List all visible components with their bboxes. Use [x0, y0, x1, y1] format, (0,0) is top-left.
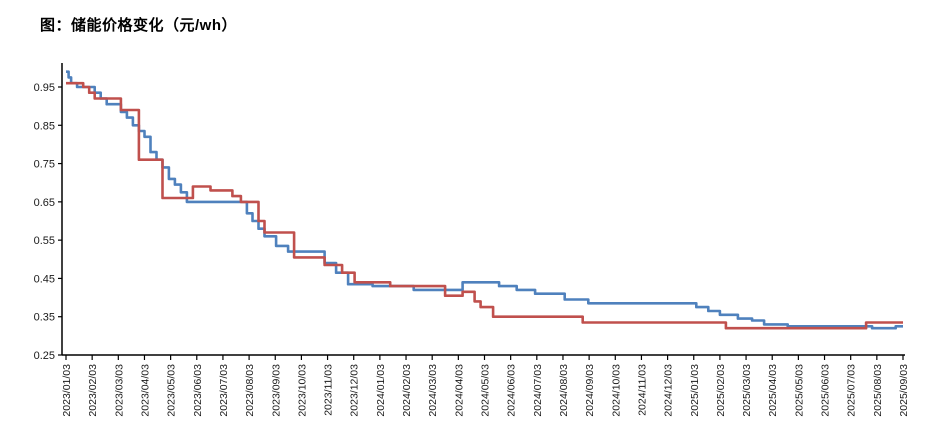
x-tick-label: 2024/04/03 — [453, 364, 465, 417]
x-tick-label: 2023/11/03 — [323, 364, 335, 416]
x-tick-label: 2023/04/03 — [139, 364, 151, 417]
x-tick-label: 2023/07/03 — [218, 364, 230, 417]
x-tick-label: 2024/09/03 — [584, 364, 596, 417]
x-tick-label: 2025/06/03 — [820, 364, 832, 417]
x-tick-label: 2024/01/03 — [375, 364, 387, 417]
y-tick-label: 0.45 — [34, 273, 55, 285]
series-red-line — [66, 81, 903, 330]
x-tick-label: 2024/05/03 — [480, 364, 492, 417]
x-tick-label: 2023/12/03 — [349, 364, 361, 417]
x-tick-label: 2023/06/03 — [192, 364, 204, 417]
x-tick-label: 2025/04/03 — [767, 364, 779, 417]
x-tick-label: 2024/10/03 — [610, 364, 622, 417]
x-tick-label: 2024/02/03 — [401, 364, 413, 417]
y-tick-label: 0.75 — [34, 159, 55, 171]
x-tick-label: 2025/08/03 — [872, 364, 884, 417]
x-tick-label: 2023/10/03 — [296, 364, 308, 417]
x-tick-label: 2025/09/03 — [898, 364, 910, 417]
x-tick-label: 2025/07/03 — [846, 364, 858, 417]
x-tick-label: 2023/03/03 — [113, 364, 125, 417]
y-tick-label: 0.85 — [34, 120, 55, 132]
x-tick-label: 2023/01/03 — [61, 364, 73, 417]
y-tick-label: 0.65 — [34, 197, 55, 209]
y-tick-label: 0.35 — [34, 312, 55, 324]
x-tick-label: 2023/02/03 — [87, 364, 99, 417]
x-tick-label: 2023/05/03 — [166, 364, 178, 417]
x-tick-label: 2023/08/03 — [244, 364, 256, 417]
y-tick-label: 0.55 — [34, 235, 55, 247]
y-tick-label: 0.95 — [34, 82, 55, 94]
x-tick-label: 2024/12/03 — [663, 364, 675, 417]
y-tick-label: 0.25 — [34, 350, 55, 362]
series-blue-line — [66, 70, 903, 330]
x-tick-label: 2023/09/03 — [270, 364, 282, 417]
x-tick-label: 2024/11/03 — [636, 364, 648, 416]
x-tick-label: 2024/07/03 — [532, 364, 544, 417]
x-tick-label: 2025/02/03 — [715, 364, 727, 417]
x-tick-label: 2025/05/03 — [793, 364, 805, 417]
x-tick-label: 2025/03/03 — [741, 364, 753, 417]
x-tick-label: 2024/06/03 — [506, 364, 518, 417]
x-tick-label: 2025/01/03 — [689, 364, 701, 417]
chart-title: 图：储能价格变化（元/wh） — [40, 17, 237, 34]
x-tick-label: 2024/08/03 — [558, 364, 570, 417]
x-tick-label: 2024/03/03 — [427, 364, 439, 417]
